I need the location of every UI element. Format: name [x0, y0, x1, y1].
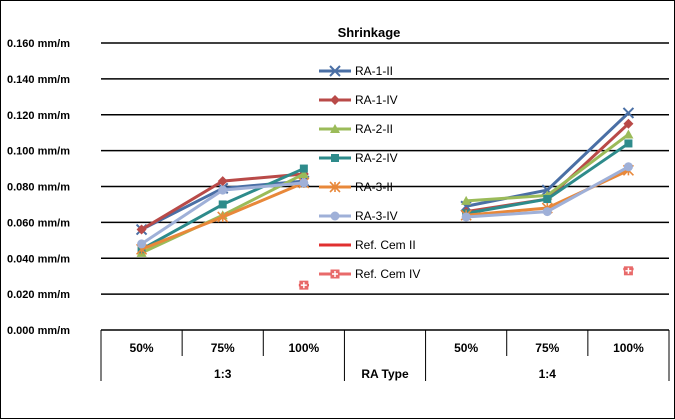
legend-marker	[329, 65, 341, 77]
y-tick-label: 0.020 mm/m	[7, 289, 70, 301]
y-tick-label: 0.080 mm/m	[7, 182, 70, 194]
data-point	[217, 211, 229, 223]
legend-item: RA-2-IV	[319, 151, 398, 165]
legend-label: RA-3-II	[355, 180, 393, 194]
legend-item: Ref. Cem IV	[319, 267, 420, 281]
category-label: 75%	[211, 341, 235, 355]
data-point	[543, 195, 552, 204]
category-label: 75%	[535, 341, 559, 355]
y-tick-label: 0.100 mm/m	[7, 146, 70, 158]
category-label: 100%	[613, 341, 644, 355]
data-point	[299, 178, 309, 188]
legend: RA-1-II RA-1-IV RA-2-II RA-2-IV RA-3-II RA-3-…	[319, 64, 420, 281]
legend-item: RA-3-IV	[319, 209, 398, 223]
group-label: 1:4	[539, 367, 557, 381]
group-label: 1:3	[214, 367, 232, 381]
legend-item: RA-1-IV	[319, 93, 398, 107]
chart-title: Shrinkage	[338, 25, 401, 40]
y-tick-label: 0.140 mm/m	[7, 74, 70, 86]
legend-marker	[331, 154, 339, 162]
series-layer	[135, 107, 635, 290]
data-point	[542, 207, 552, 217]
legend-marker	[330, 95, 340, 105]
data-point	[137, 239, 147, 249]
legend-marker	[330, 211, 340, 221]
category-label: 50%	[454, 341, 478, 355]
data-point	[218, 200, 227, 209]
legend-label: Ref. Cem II	[355, 238, 416, 252]
legend-label: Ref. Cem IV	[355, 267, 420, 281]
legend-label: RA-3-IV	[355, 209, 398, 223]
series-ref-cem-iv	[299, 266, 633, 290]
category-label: 50%	[130, 341, 154, 355]
legend-label: RA-2-IV	[355, 151, 398, 165]
grid-layer	[101, 42, 669, 331]
y-tick-label: 0.120 mm/m	[7, 110, 70, 122]
series-ra-3-iv	[137, 162, 633, 249]
data-point	[298, 168, 309, 178]
data-point	[624, 139, 633, 148]
legend-marker	[330, 269, 340, 279]
data-point	[461, 195, 472, 205]
legend-label: RA-2-II	[355, 122, 393, 136]
y-tick-label: 0.060 mm/m	[7, 217, 70, 229]
legend-item: RA-3-II	[319, 180, 393, 194]
y-tick-label: 0.040 mm/m	[7, 253, 70, 265]
y-tick-label: 0.160 mm/m	[7, 38, 70, 50]
group-label: RA Type	[361, 367, 409, 381]
data-point	[299, 164, 308, 173]
legend-label: RA-1-IV	[355, 93, 398, 107]
legend-label: RA-1-II	[355, 64, 393, 78]
data-point	[299, 280, 309, 290]
data-point	[217, 176, 228, 187]
legend-item: RA-2-II	[319, 122, 393, 136]
data-point	[623, 266, 633, 276]
legend-marker	[329, 181, 341, 193]
data-point	[622, 107, 635, 119]
legend-marker	[330, 124, 340, 133]
legend-item: RA-1-II	[319, 64, 393, 78]
data-point	[623, 118, 634, 129]
category-label: 100%	[289, 341, 320, 355]
data-point	[461, 212, 471, 222]
data-point	[623, 162, 633, 172]
data-point	[218, 185, 228, 195]
y-tick-label: 0.000 mm/m	[7, 325, 70, 337]
series-ref-cem-ii	[298, 267, 634, 287]
axis-layer: 0.000 mm/m 0.020 mm/m 0.040 mm/m 0.060 mm/m…	[7, 38, 670, 381]
legend-item: Ref. Cem II	[319, 238, 416, 252]
data-point	[623, 129, 634, 139]
data-point	[136, 224, 147, 235]
